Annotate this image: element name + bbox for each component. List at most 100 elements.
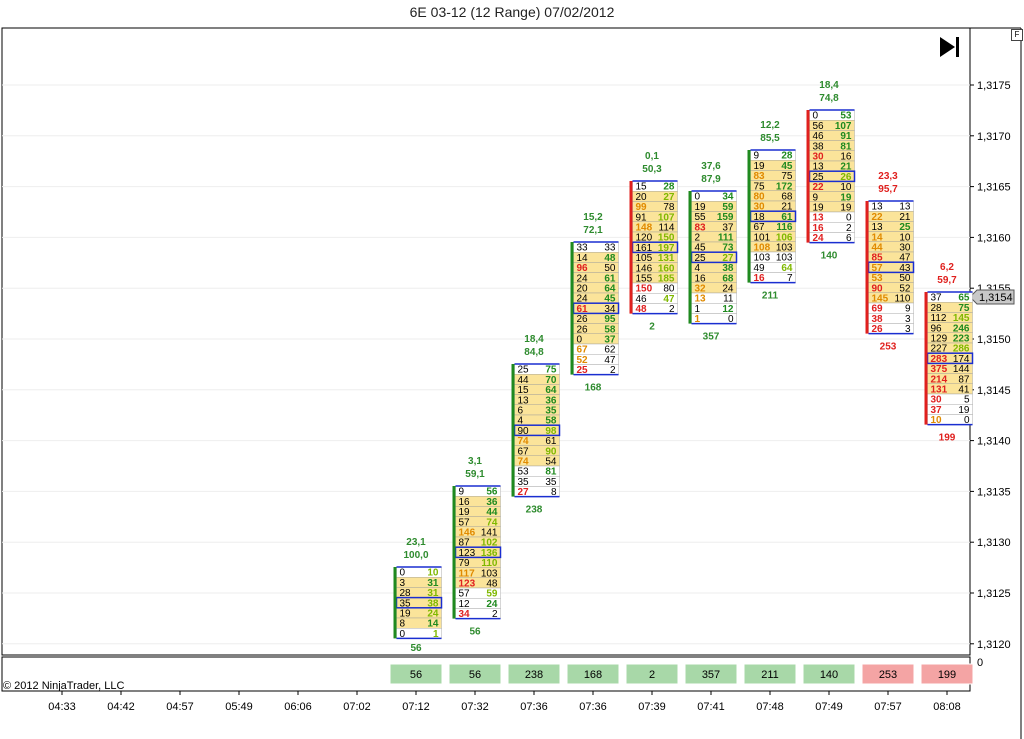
bid-volume: 80 bbox=[754, 192, 766, 203]
bar-edge bbox=[865, 201, 869, 334]
bid-volume: 3 bbox=[400, 578, 406, 589]
bid-volume: 1 bbox=[695, 314, 701, 325]
ask-volume: 21 bbox=[781, 202, 793, 213]
bid-volume: 99 bbox=[636, 202, 648, 213]
bid-volume: 19 bbox=[695, 202, 707, 213]
ask-volume: 98 bbox=[545, 426, 557, 437]
bid-volume: 9 bbox=[754, 151, 760, 162]
bid-volume: 13 bbox=[695, 294, 707, 305]
bar-delta: 56 bbox=[410, 643, 422, 654]
bar-stat-1: 15,2 bbox=[583, 212, 603, 223]
delta-volume-box bbox=[507, 663, 561, 685]
bid-volume: 90 bbox=[872, 283, 884, 294]
ask-volume: 87 bbox=[958, 374, 970, 385]
ask-volume: 197 bbox=[658, 243, 675, 254]
go-to-end-icon[interactable] bbox=[938, 36, 962, 58]
bid-volume: 4 bbox=[695, 263, 701, 274]
bid-volume: 30 bbox=[931, 395, 943, 406]
ask-volume: 14 bbox=[427, 619, 439, 630]
bid-volume: 28 bbox=[400, 588, 412, 599]
bid-volume: 101 bbox=[754, 232, 771, 243]
bid-volume: 145 bbox=[872, 294, 889, 305]
ask-volume: 131 bbox=[658, 253, 675, 264]
delta-volume-box bbox=[743, 663, 797, 685]
bar-delta: 253 bbox=[880, 342, 897, 353]
bar-delta: 199 bbox=[939, 433, 956, 444]
bar-delta: 168 bbox=[585, 383, 602, 394]
bar-edge bbox=[924, 292, 928, 425]
ask-volume: 31 bbox=[427, 588, 439, 599]
bid-volume: 57 bbox=[459, 589, 471, 600]
bid-volume: 33 bbox=[577, 243, 589, 254]
bid-volume: 1 bbox=[695, 304, 701, 315]
delta-volume-label: 253 bbox=[879, 669, 897, 681]
bar-stat-2: 87,9 bbox=[701, 174, 721, 185]
ask-volume: 16 bbox=[840, 152, 852, 163]
price-tick-label: 1,3165 bbox=[977, 182, 1011, 194]
bid-volume: 57 bbox=[872, 263, 884, 274]
delta-volume-label: 168 bbox=[584, 669, 602, 681]
ask-volume: 30 bbox=[899, 243, 911, 254]
ask-volume: 25 bbox=[899, 222, 911, 233]
bid-volume: 46 bbox=[636, 294, 648, 305]
bid-volume: 14 bbox=[577, 253, 589, 264]
bar-edge bbox=[452, 486, 456, 619]
ask-volume: 48 bbox=[604, 253, 616, 264]
ask-volume: 114 bbox=[659, 223, 675, 234]
delta-volume-label: 56 bbox=[469, 669, 481, 681]
ask-volume: 73 bbox=[722, 243, 734, 254]
ask-volume: 34 bbox=[722, 192, 734, 203]
bid-volume: 16 bbox=[695, 273, 707, 284]
bid-volume: 24 bbox=[813, 233, 825, 244]
ask-volume: 38 bbox=[722, 263, 734, 274]
bid-volume: 45 bbox=[695, 243, 707, 254]
ask-volume: 53 bbox=[840, 111, 852, 122]
ask-volume: 90 bbox=[545, 446, 557, 457]
ask-volume: 36 bbox=[545, 395, 557, 406]
ask-volume: 31 bbox=[427, 578, 439, 589]
ask-volume: 68 bbox=[722, 273, 734, 284]
price-tick-label: 1,3120 bbox=[977, 639, 1011, 651]
chart-title: 6E 03-12 (12 Range) 07/02/2012 bbox=[409, 4, 615, 20]
bid-volume: 20 bbox=[636, 192, 648, 203]
time-tick-label: 07:12 bbox=[402, 701, 430, 713]
ask-volume: 103 bbox=[776, 243, 793, 254]
ask-volume: 2 bbox=[492, 609, 498, 620]
bid-volume: 0 bbox=[400, 568, 406, 579]
ask-volume: 24 bbox=[427, 609, 439, 620]
ask-volume: 223 bbox=[953, 334, 970, 345]
bar-edge bbox=[570, 242, 574, 375]
time-tick-label: 07:57 bbox=[874, 701, 902, 713]
bid-volume: 61 bbox=[577, 304, 589, 315]
ask-volume: 13 bbox=[899, 202, 911, 213]
bid-volume: 123 bbox=[459, 579, 476, 590]
bid-volume: 131 bbox=[931, 385, 948, 396]
bar-edge bbox=[747, 150, 751, 283]
bid-volume: 24 bbox=[577, 273, 589, 284]
bar-stat-2: 74,8 bbox=[819, 93, 839, 104]
delta-volume-box bbox=[684, 663, 738, 685]
time-tick-label: 08:08 bbox=[933, 701, 961, 713]
bid-volume: 44 bbox=[518, 375, 530, 386]
delta-volume-box bbox=[566, 663, 620, 685]
delta-volume-label: 56 bbox=[410, 669, 422, 681]
ask-volume: 136 bbox=[481, 548, 498, 559]
bid-volume: 44 bbox=[872, 243, 884, 254]
bid-volume: 146 bbox=[459, 528, 476, 539]
ask-volume: 50 bbox=[899, 273, 911, 284]
bid-volume: 74 bbox=[518, 436, 530, 447]
ask-volume: 54 bbox=[545, 457, 557, 468]
format-button[interactable]: F bbox=[1011, 29, 1023, 41]
bar-stat-1: 18,4 bbox=[819, 80, 839, 91]
ask-volume: 37 bbox=[722, 222, 734, 233]
ask-volume: 11 bbox=[723, 294, 734, 305]
bid-volume: 96 bbox=[577, 263, 589, 274]
bid-volume: 38 bbox=[813, 141, 825, 152]
bid-volume: 161 bbox=[636, 243, 653, 254]
ask-volume: 61 bbox=[545, 436, 557, 447]
ask-volume: 111 bbox=[718, 233, 734, 244]
bid-volume: 15 bbox=[636, 182, 648, 193]
bar-stat-2: 59,1 bbox=[465, 469, 485, 480]
time-tick-label: 07:39 bbox=[638, 701, 666, 713]
